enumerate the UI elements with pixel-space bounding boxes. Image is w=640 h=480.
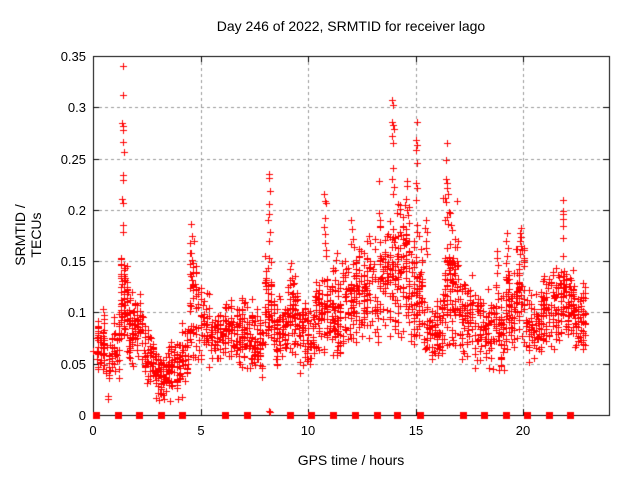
x-tick-label: 15 <box>408 423 424 438</box>
x-tick-label: 20 <box>515 423 531 438</box>
y-tick-label: 0.15 <box>60 254 86 269</box>
y-tick-label: 0.05 <box>60 357 86 372</box>
x-tick-label: 0 <box>89 423 97 438</box>
y-tick-label: 0.3 <box>67 100 86 115</box>
y-tick-label: 0 <box>78 408 86 423</box>
x-tick-label: 10 <box>300 423 316 438</box>
x-axis-label: GPS time / hours <box>297 452 405 468</box>
x-tick-label: 5 <box>197 423 205 438</box>
chart-title: Day 246 of 2022, SRMTID for receiver lag… <box>216 18 486 34</box>
y-tick-label: 0.25 <box>60 152 86 167</box>
y-tick-label: 0.35 <box>60 49 86 64</box>
y-tick-label: 0.1 <box>67 305 86 320</box>
y-axis-label: SRMTID / TECUs <box>12 204 44 266</box>
y-tick-label: 0.2 <box>67 203 86 218</box>
